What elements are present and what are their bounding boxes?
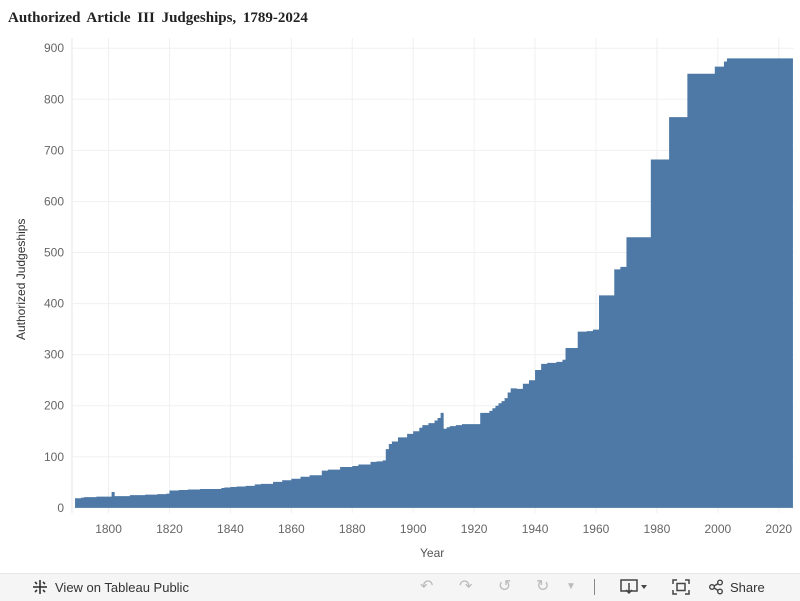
y-tick-label: 700 — [44, 143, 64, 157]
x-tick-label: 1980 — [644, 522, 671, 536]
x-tick-label: 1880 — [339, 522, 366, 536]
toolbar-divider — [594, 579, 595, 595]
redo-icon[interactable]: ↷ — [459, 578, 473, 595]
share-icon — [709, 579, 723, 595]
view-on-tableau-label: View on Tableau Public — [55, 579, 189, 595]
y-tick-label: 500 — [44, 246, 64, 260]
y-tick-label: 300 — [44, 348, 64, 362]
share-button[interactable]: Share — [708, 579, 765, 595]
revert-icon[interactable]: ↺ — [498, 578, 512, 595]
x-tick-label: 1940 — [522, 522, 549, 536]
chart-title: Authorized Article III Judgeships, 1789-… — [8, 10, 308, 26]
toolbar: View on Tableau Public ↶ ↷ ↺ ↻ ▼ Share — [0, 573, 800, 601]
share-label: Share — [730, 579, 765, 595]
x-tick-label: 1920 — [461, 522, 488, 536]
y-tick-label: 100 — [44, 450, 64, 464]
y-tick-label: 900 — [44, 41, 64, 55]
x-tick-label: 2020 — [765, 522, 792, 536]
refresh-icon[interactable]: ↻ — [536, 578, 550, 595]
x-tick-label: 1900 — [400, 522, 427, 536]
chart: 0 100 200 300 400 500 600 700 800 900 1800 1820 184… — [44, 38, 794, 536]
y-axis-ticks: 0 100 200 300 400 500 600 700 800 900 — [44, 41, 64, 515]
y-tick-label: 0 — [57, 501, 64, 515]
y-tick-label: 800 — [44, 92, 64, 106]
y-axis-title: Authorized Judgeships — [14, 218, 28, 340]
x-tick-label: 1820 — [156, 522, 183, 536]
judgeships-area[interactable] — [75, 58, 793, 508]
view-on-tableau-link[interactable]: View on Tableau Public — [32, 579, 189, 595]
x-tick-label: 1840 — [217, 522, 244, 536]
pause-dropdown-icon[interactable]: ▼ — [566, 581, 576, 592]
fullscreen-icon[interactable] — [672, 579, 690, 595]
tableau-logo-icon — [33, 580, 47, 594]
y-tick-label: 200 — [44, 399, 64, 413]
x-tick-label: 1860 — [278, 522, 305, 536]
x-axis-title: Year — [420, 546, 445, 560]
x-axis-ticks: 1800 1820 1840 1860 1880 1900 1920 1940 1960 1980… — [95, 522, 792, 536]
x-tick-label: 1960 — [583, 522, 610, 536]
undo-icon[interactable]: ↶ — [420, 578, 434, 595]
y-tick-label: 600 — [44, 194, 64, 208]
download-icon[interactable] — [620, 579, 650, 595]
x-tick-label: 2000 — [704, 522, 731, 536]
y-tick-label: 400 — [44, 297, 64, 311]
x-tick-label: 1800 — [95, 522, 122, 536]
